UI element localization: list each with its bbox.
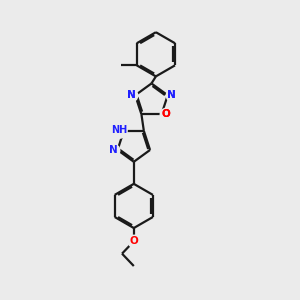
Text: O: O (162, 109, 171, 119)
Text: N: N (167, 90, 176, 100)
Text: N: N (109, 145, 118, 155)
Text: N: N (167, 90, 176, 100)
Text: N: N (127, 90, 136, 100)
Text: N: N (127, 90, 136, 100)
Text: O: O (162, 109, 171, 119)
Text: NH: NH (111, 125, 127, 135)
Text: O: O (129, 236, 138, 246)
